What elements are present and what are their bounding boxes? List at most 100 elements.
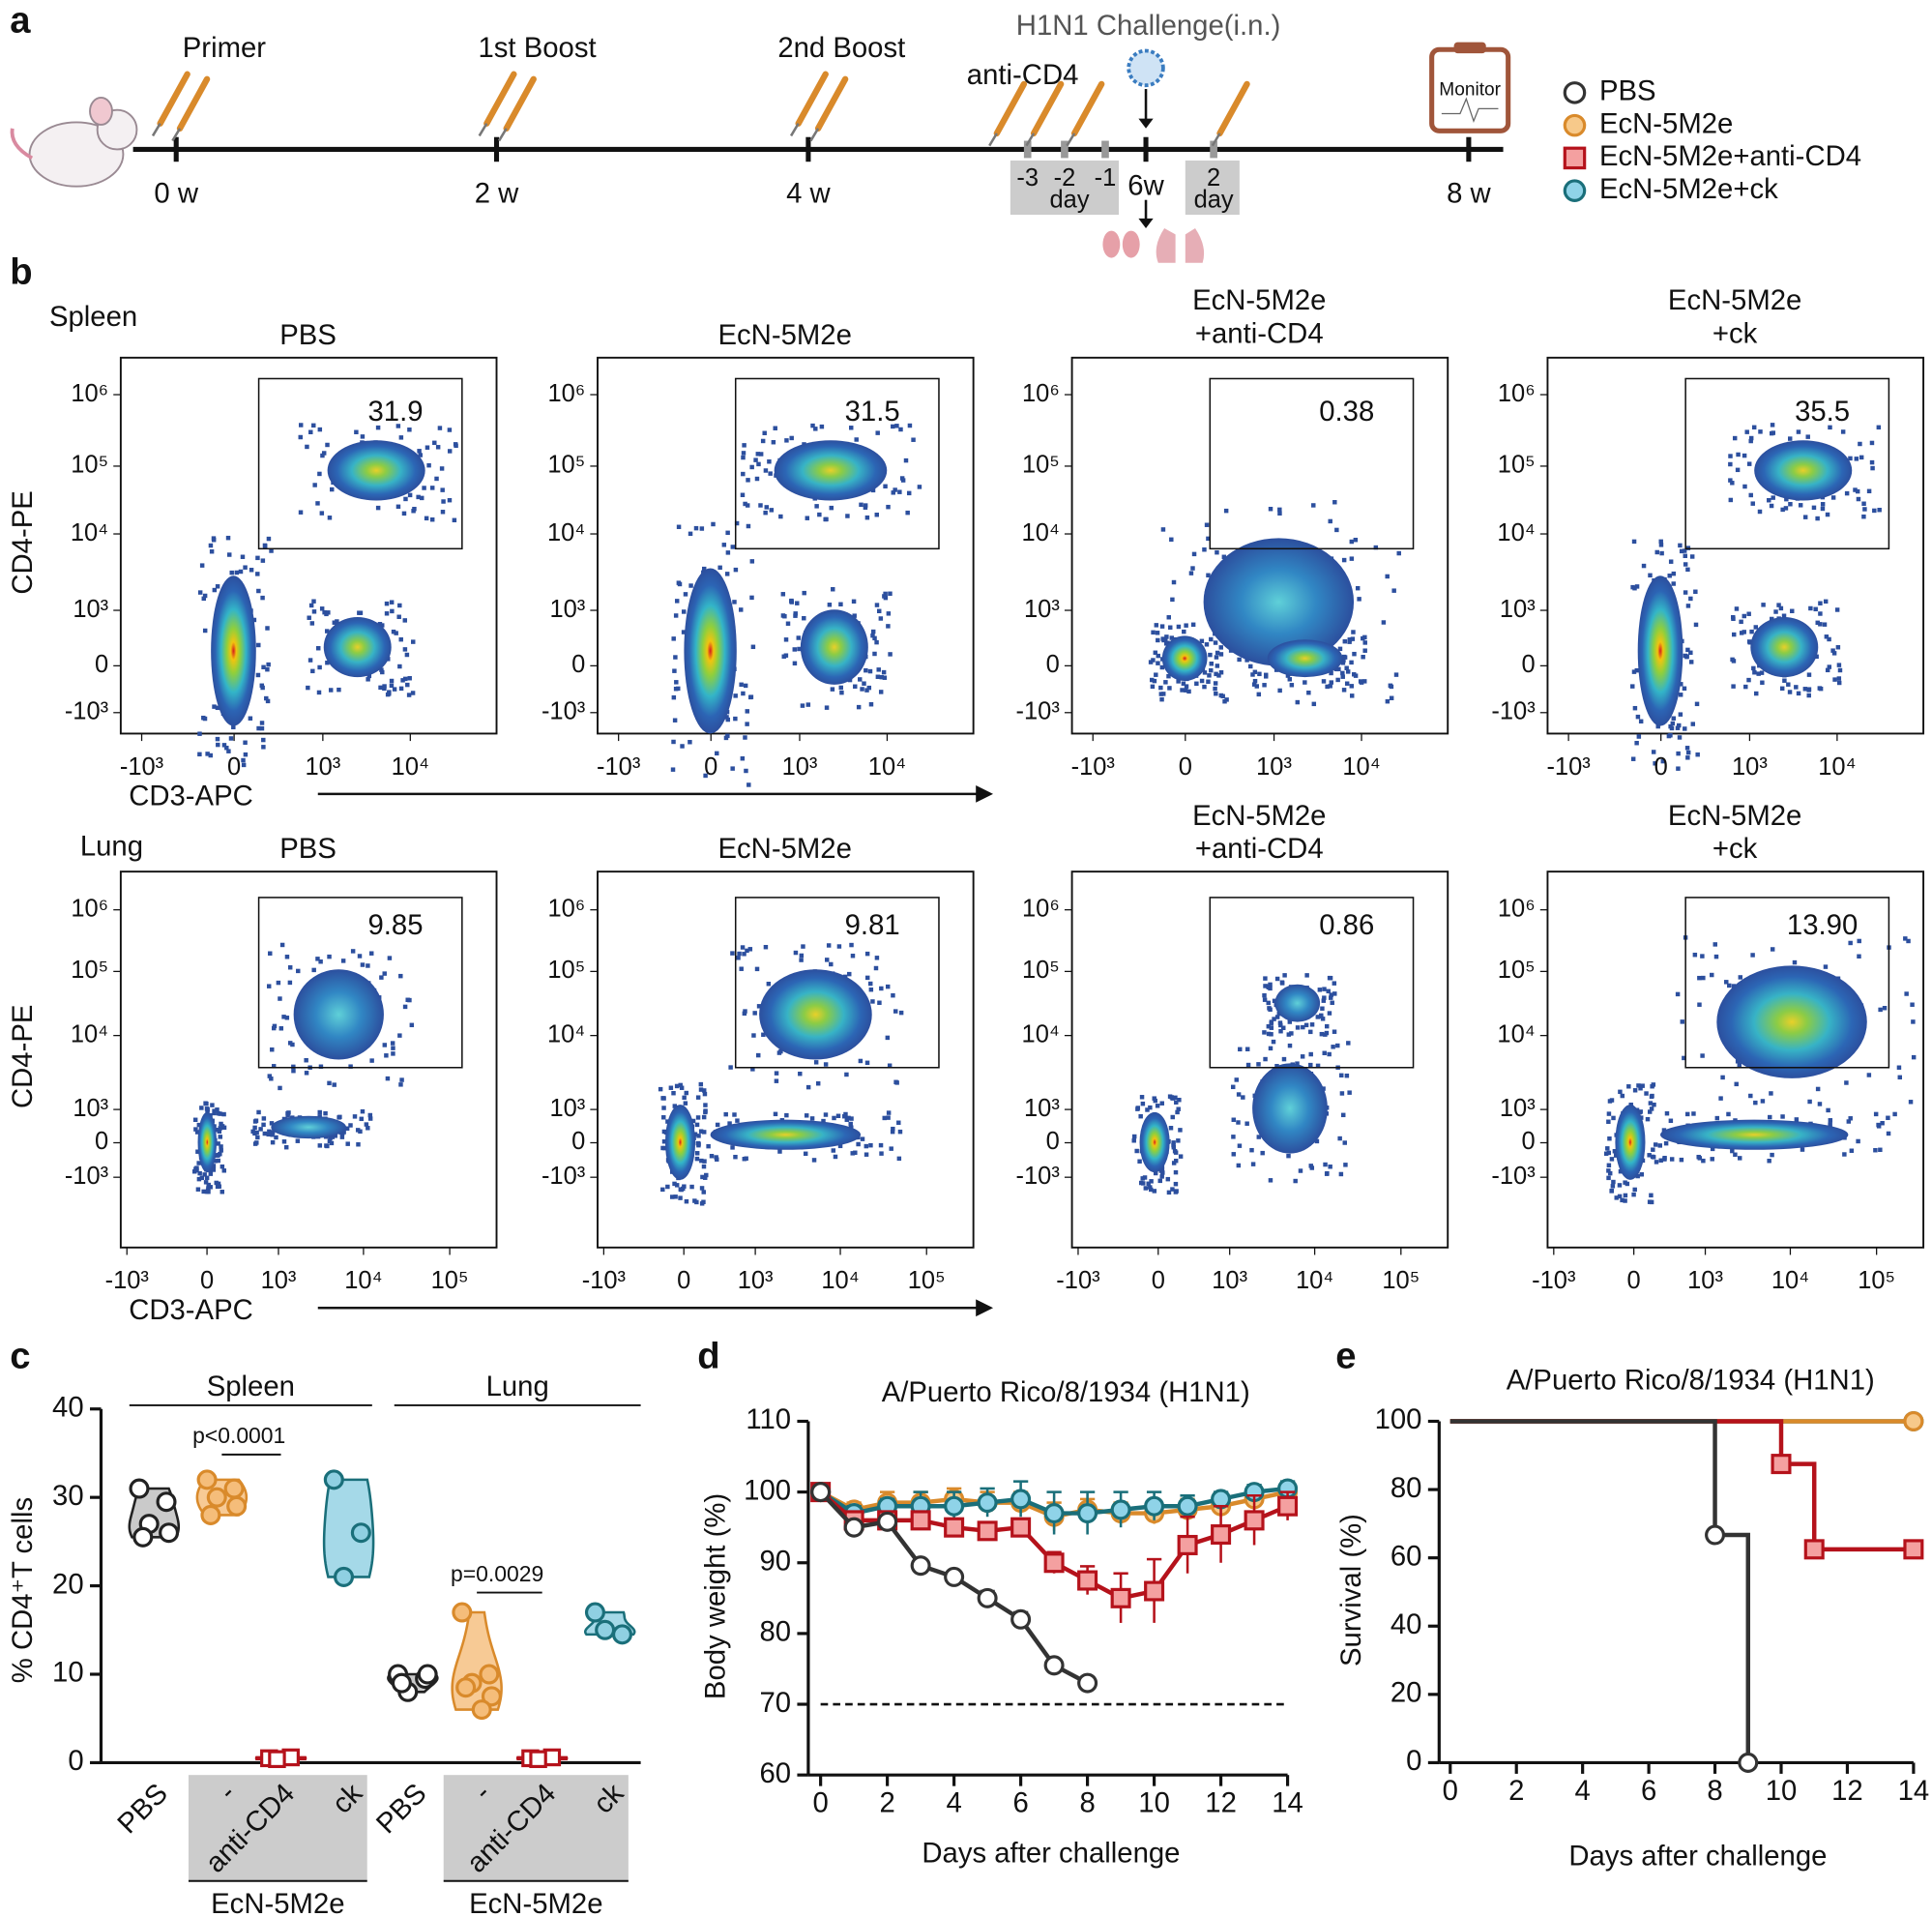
event-dot <box>411 509 416 514</box>
event-dot <box>1267 1006 1272 1011</box>
event-dot <box>1349 539 1355 545</box>
event-dot <box>1173 1095 1178 1101</box>
gate <box>1209 377 1415 550</box>
event-dot <box>1272 998 1277 1004</box>
event-dot <box>1241 1095 1245 1100</box>
event-dot <box>1904 991 1909 996</box>
event-dot <box>215 1153 220 1158</box>
event-dot <box>874 639 879 645</box>
event-dot <box>858 1058 864 1064</box>
event-dot <box>673 686 679 692</box>
event-dot <box>1872 508 1877 514</box>
event-dot <box>1326 988 1331 994</box>
event-dot <box>287 1041 293 1046</box>
event-dot <box>1746 461 1752 466</box>
event-dot <box>797 646 802 652</box>
needle <box>1211 133 1221 147</box>
point <box>156 1491 177 1513</box>
event-dot <box>1750 953 1755 958</box>
event-dot <box>437 426 443 430</box>
event-dot <box>1168 1126 1174 1131</box>
y-tick-label: 0 <box>571 651 585 678</box>
event-dot <box>1647 1109 1653 1114</box>
event-dot <box>1337 1135 1342 1141</box>
event-dot <box>1610 1184 1616 1189</box>
event-dot <box>743 1009 747 1014</box>
event-dot <box>1256 1135 1262 1139</box>
event-dot <box>1754 691 1759 696</box>
gate-percent: 35.5 <box>1795 396 1850 428</box>
event-dot <box>771 440 776 445</box>
event-dot <box>789 435 794 441</box>
event-dot <box>1163 641 1169 646</box>
event-dot <box>1781 613 1787 618</box>
event-dot <box>1169 635 1175 640</box>
event-dot <box>1886 1115 1890 1121</box>
event-dot <box>202 716 208 722</box>
panel-label: e <box>1335 1336 1356 1377</box>
event-dot <box>319 511 325 516</box>
day-label: -2 <box>1054 164 1076 192</box>
event-dot <box>1606 1163 1612 1168</box>
event-dot <box>1285 673 1291 678</box>
event-dot <box>1678 543 1683 548</box>
event-dot <box>397 1033 402 1038</box>
event-dot <box>216 1181 221 1187</box>
event-dot <box>823 516 828 522</box>
event-dot <box>742 1157 747 1162</box>
event-dot <box>337 1115 341 1120</box>
event-dot <box>420 495 424 501</box>
event-dot <box>318 959 323 964</box>
event-dot <box>278 996 282 1001</box>
event-dot <box>774 1071 779 1076</box>
event-dot <box>197 731 202 736</box>
event-dot <box>1750 501 1755 506</box>
event-dot <box>1170 1114 1175 1120</box>
event-dot <box>1802 687 1808 692</box>
x-tick-label: 10⁴ <box>1342 753 1380 781</box>
event-dot <box>1262 997 1268 1002</box>
event-dot <box>1159 664 1165 670</box>
event-dot <box>267 1130 273 1135</box>
event-dot <box>1808 605 1813 611</box>
event-dot <box>1862 507 1867 512</box>
event-dot <box>1671 716 1676 721</box>
event-dot <box>1653 761 1657 766</box>
event-dot <box>270 1133 275 1137</box>
event-dot <box>674 599 680 604</box>
event-dot <box>208 1168 214 1173</box>
event-dot <box>1336 666 1341 672</box>
event-dot <box>1828 425 1832 430</box>
event-dot <box>220 1124 225 1129</box>
event-dot <box>256 725 261 731</box>
event-dot <box>1314 1138 1320 1144</box>
event-dot <box>1815 620 1820 626</box>
plot-title: PBS <box>279 319 337 351</box>
event-dot <box>1677 735 1683 740</box>
event-dot <box>265 698 271 704</box>
event-dot <box>878 690 884 694</box>
y-tick-label: -10³ <box>65 1163 108 1190</box>
event-dot <box>252 1125 257 1131</box>
density-blob <box>1274 984 1321 1022</box>
event-dot <box>734 520 740 526</box>
event-dot <box>452 517 457 523</box>
plot-frame <box>1546 870 1925 1249</box>
event-dot <box>1773 609 1778 614</box>
event-dot <box>715 751 719 756</box>
event-dot <box>284 1016 290 1020</box>
event-dot <box>1757 509 1763 515</box>
event-dot <box>872 635 877 641</box>
event-dot <box>1655 723 1660 729</box>
event-dot <box>1820 502 1826 507</box>
event-dot <box>255 672 261 678</box>
event-dot <box>1733 1152 1738 1157</box>
event-dot <box>238 569 244 575</box>
day-tick <box>1061 140 1068 159</box>
x-axis-label: Days after challenge <box>922 1838 1180 1870</box>
event-dot <box>1778 605 1784 611</box>
legend-label: EcN-5M2e+ck <box>1599 173 1778 205</box>
event-dot <box>210 1103 215 1107</box>
event-dot <box>259 683 265 689</box>
needle <box>478 123 488 137</box>
